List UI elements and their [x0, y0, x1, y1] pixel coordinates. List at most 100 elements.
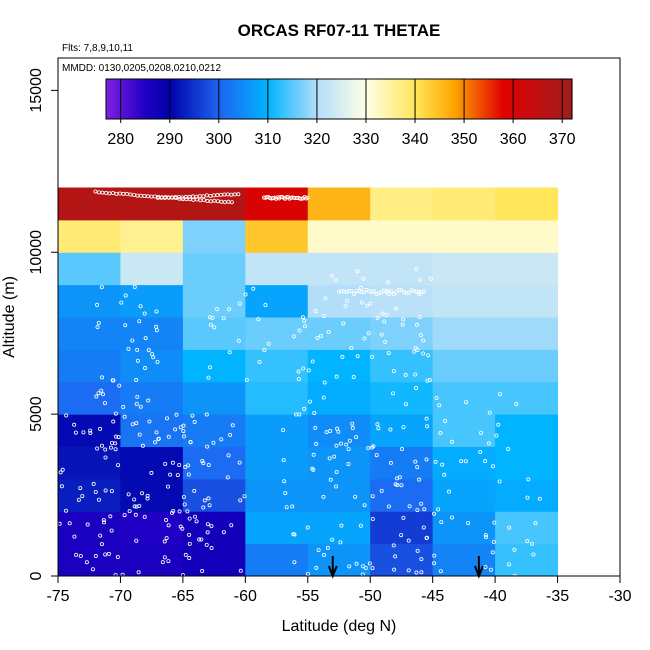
observation-point [392, 567, 397, 572]
observation-point [525, 539, 530, 544]
colorbar-segment [427, 79, 431, 119]
observation-point [391, 292, 396, 297]
observation-point [302, 318, 307, 323]
observation-point [322, 314, 327, 319]
observation-point [199, 537, 204, 542]
x-axis-title: Latitude (deg N) [282, 618, 397, 635]
observation-point [117, 383, 122, 388]
observation-point [133, 512, 138, 517]
heatmap-cell [432, 543, 496, 577]
heatmap-cell [182, 381, 246, 415]
observation-point [328, 477, 333, 482]
observation-point [154, 328, 159, 333]
colorbar-segment [287, 79, 291, 119]
observation-point [376, 426, 381, 431]
observation-point [134, 401, 139, 406]
observation-point [192, 488, 197, 493]
observation-point [134, 378, 139, 383]
observation-point [425, 378, 430, 383]
observation-point [487, 410, 492, 415]
x-tick-label: -65 [171, 588, 194, 605]
colorbar-segment [267, 79, 271, 119]
observation-point [170, 460, 175, 465]
observation-point [99, 388, 104, 393]
heatmap-cell [245, 511, 309, 545]
observation-point [93, 189, 98, 194]
colorbar-segment [432, 79, 436, 119]
heatmap-cell [58, 381, 121, 415]
observation-point [181, 429, 186, 434]
colorbar-segment [140, 79, 144, 119]
observation-point [151, 355, 156, 360]
colorbar-segment [113, 79, 117, 119]
colorbar-frame [105, 78, 573, 120]
observation-point [359, 290, 364, 295]
observation-point [375, 422, 380, 427]
colorbar-segment [275, 79, 279, 119]
observation-point [135, 347, 140, 352]
heatmap-cell [245, 349, 309, 383]
observation-point [479, 430, 484, 435]
observation-point [413, 372, 418, 377]
observation-point [63, 508, 68, 513]
observation-point [132, 285, 137, 290]
colorbar-segment [483, 79, 487, 119]
observation-point [221, 530, 226, 535]
colorbar-tick-label: 310 [255, 131, 282, 148]
observation-point [282, 479, 287, 484]
observation-point [175, 473, 180, 478]
colorbar-segment [346, 79, 350, 119]
observation-point [374, 453, 379, 458]
colorbar-segment [194, 79, 198, 119]
observation-point [190, 413, 195, 418]
observation-point [94, 394, 99, 399]
observation-point [168, 472, 173, 477]
observation-point [219, 437, 224, 442]
colorbar-segment [177, 79, 181, 119]
heatmap-cell [182, 284, 246, 318]
colorbar-segment [540, 79, 544, 119]
observation-point [415, 548, 420, 553]
heatmap-cell [245, 543, 309, 577]
observation-point [443, 419, 448, 424]
colorbar-segment [451, 79, 455, 119]
observation-point [93, 554, 98, 559]
colorbar-segment [255, 79, 259, 119]
observation-point [350, 421, 355, 426]
observation-point [388, 427, 393, 432]
heatmap-cell [120, 284, 184, 318]
observation-point [312, 410, 317, 415]
colorbar-segment [120, 79, 124, 119]
colorbar-segment [415, 79, 419, 119]
colorbar-segment [500, 79, 504, 119]
colorbar-segment [493, 79, 497, 119]
colorbar-segment [213, 79, 217, 119]
observation-point [114, 434, 119, 439]
observation-point [391, 368, 396, 373]
observation-point [146, 398, 151, 403]
observation-point [401, 425, 406, 430]
observation-point [181, 423, 186, 428]
x-tick-label: -30 [608, 588, 631, 605]
observation-point [187, 516, 192, 521]
observation-point [362, 336, 367, 341]
observation-point [336, 429, 341, 434]
observation-point [173, 427, 178, 432]
observation-point [205, 522, 210, 527]
colorbar-segment [515, 79, 519, 119]
observation-point [302, 406, 307, 411]
observation-point [121, 405, 126, 410]
colorbar-segment [329, 79, 333, 119]
observation-point [238, 498, 243, 503]
observation-point [507, 525, 512, 530]
observation-point [122, 513, 127, 518]
colorbar-tick-label: 350 [451, 131, 478, 148]
colorbar-segment [547, 79, 551, 119]
heatmap-cells [58, 187, 559, 577]
observation-point [361, 564, 366, 569]
colorbar-segment [186, 79, 190, 119]
heatmap-cell [370, 543, 434, 577]
observation-point [401, 515, 406, 520]
observation-point [314, 565, 319, 570]
